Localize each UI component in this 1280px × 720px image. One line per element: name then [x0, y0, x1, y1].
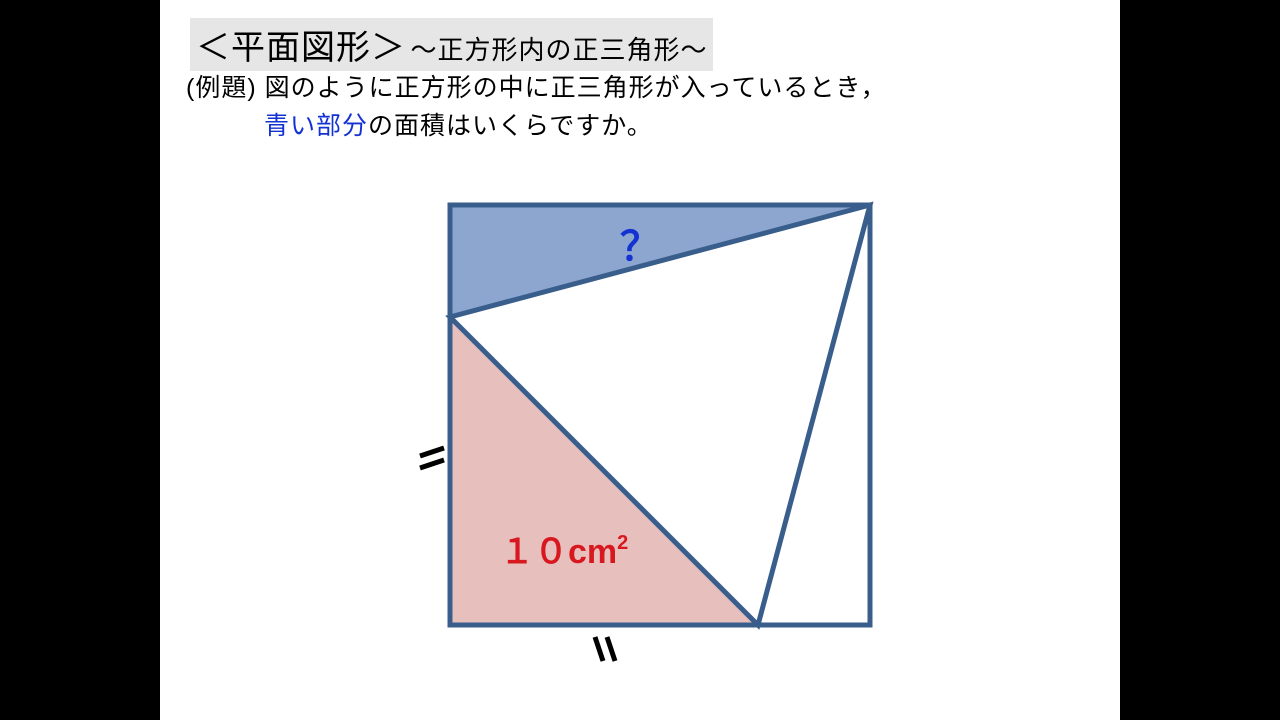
heading-main: ＜平面図形＞	[196, 29, 406, 67]
slide-heading: ＜平面図形＞ ～正方形内の正三角形～	[190, 18, 713, 71]
svg-text:？: ？	[620, 225, 660, 269]
problem-line2-rest: の面積はいくらですか。	[368, 112, 653, 140]
svg-text:１０cm2: １０cm2	[500, 532, 628, 571]
problem-line1: 図のように正方形の中に正三角形が入っているとき，	[265, 74, 887, 102]
problem-highlight: 青い部分	[264, 112, 368, 140]
geometry-diagram: ？ １０cm2	[390, 195, 890, 680]
heading-sub: ～正方形内の正三角形～	[410, 35, 707, 65]
problem-text: (例題) 図のように正方形の中に正三角形が入っているとき， 青い部分の面積はいく…	[186, 70, 887, 145]
problem-prefix: (例題)	[186, 74, 257, 102]
slide-stage: ＜平面図形＞ ～正方形内の正三角形～ (例題) 図のように正方形の中に正三角形が…	[160, 0, 1120, 720]
